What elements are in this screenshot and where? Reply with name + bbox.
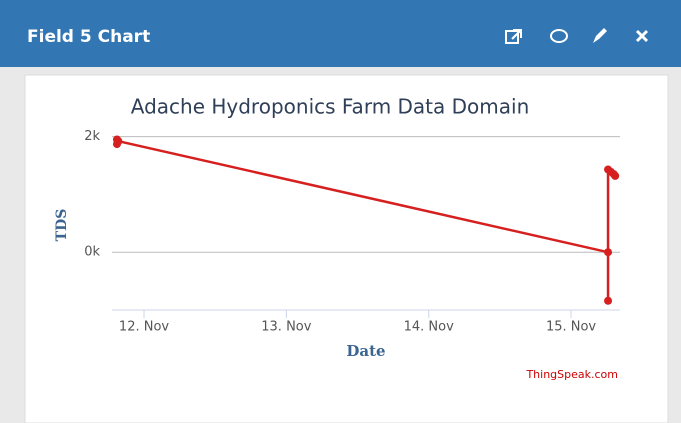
panel-title: Field 5 Chart — [27, 27, 150, 47]
chart-title: Adache Hydroponics Farm Data Domain — [131, 95, 530, 119]
y-tick-label: 2k — [84, 129, 100, 144]
icon-open[interactable] — [505, 29, 522, 44]
icon-comment[interactable] — [550, 29, 568, 43]
icon-edit[interactable] — [593, 28, 607, 43]
x-tick-label: 13. Nov — [261, 320, 311, 335]
y-tick-label: 0k — [84, 245, 100, 260]
credit: ThingSpeak.com — [525, 368, 618, 381]
data-point — [114, 137, 123, 146]
header-bar — [0, 0, 681, 67]
y-axis-label: TDS — [54, 209, 70, 242]
data-point — [604, 248, 613, 257]
x-tick-label: 12. Nov — [119, 320, 169, 335]
data-point — [611, 171, 620, 180]
x-tick-label: 14. Nov — [404, 320, 454, 335]
icon-close[interactable] — [635, 29, 649, 43]
data-point — [604, 296, 613, 305]
chart-panel — [24, 74, 669, 423]
x-tick-label: 15. Nov — [546, 320, 596, 335]
x-axis-label: Date — [346, 342, 385, 360]
